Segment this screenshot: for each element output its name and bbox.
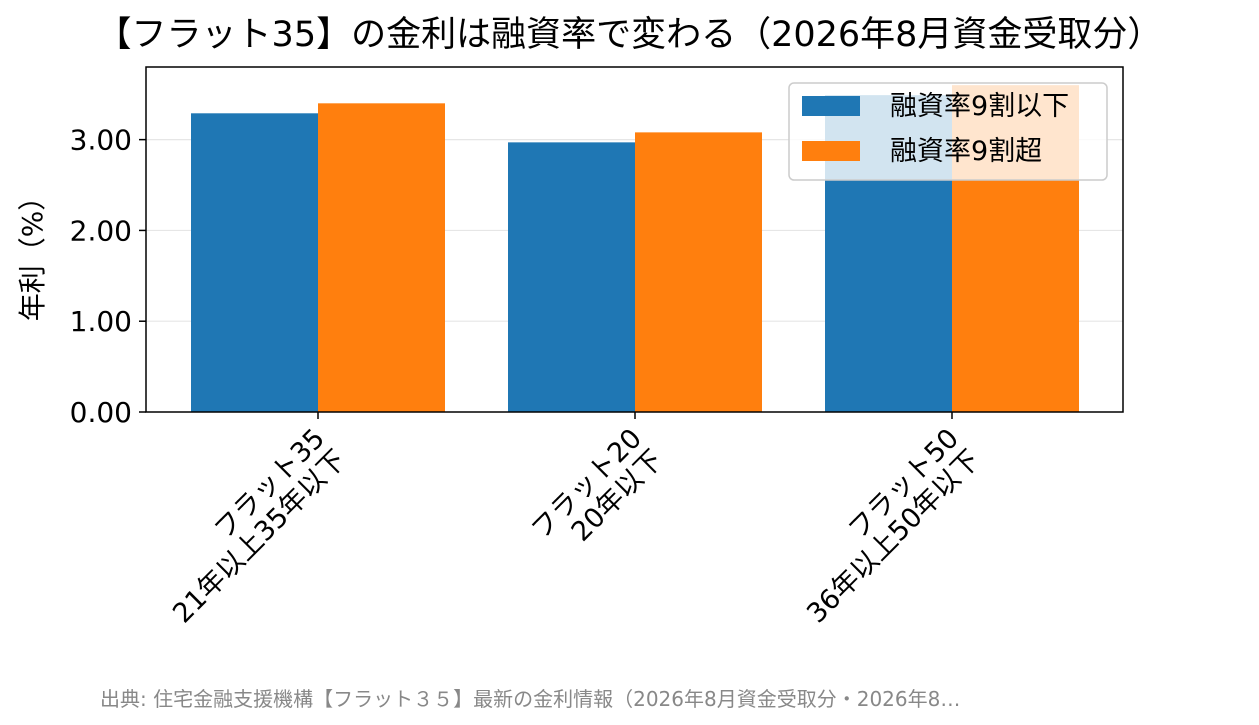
y-tick-label: 1.00 [70,305,132,338]
y-axis-label: 年利（%） [16,183,49,322]
legend-swatch [802,96,860,116]
y-tick-label: 0.00 [70,396,132,429]
legend-swatch [802,141,860,161]
y-axis-ticks: 0.00 1.00 2.00 3.00 [70,124,146,429]
x-tick-label: フラット3521年以上35年以下 [146,423,352,629]
bar [635,132,762,413]
y-tick-label: 3.00 [70,124,132,157]
chart-title: 【フラット35】の金利は融資率で変わる（2026年8月資金受取分） [96,15,1163,55]
legend-box [788,82,1108,181]
bar [191,113,318,412]
legend-label: 融資率9割以下 [890,91,1069,122]
bar [318,103,445,412]
x-axis-ticks: フラット3521年以上35年以下 フラット2020年以下 フラット5036年以上50… [146,412,986,629]
x-tick-label: フラット5036年以上50年以下 [780,423,986,629]
bar [508,142,635,412]
legend-label: 融資率9割超 [890,136,1042,167]
source-note: 出典: 住宅金融支援機構【フラット３５】最新の金利情報（2026年8月資金受取分… [100,687,961,711]
x-tick-label: フラット2020年以下 [525,423,669,567]
bars [191,85,1079,413]
y-tick-label: 2.00 [70,214,132,247]
